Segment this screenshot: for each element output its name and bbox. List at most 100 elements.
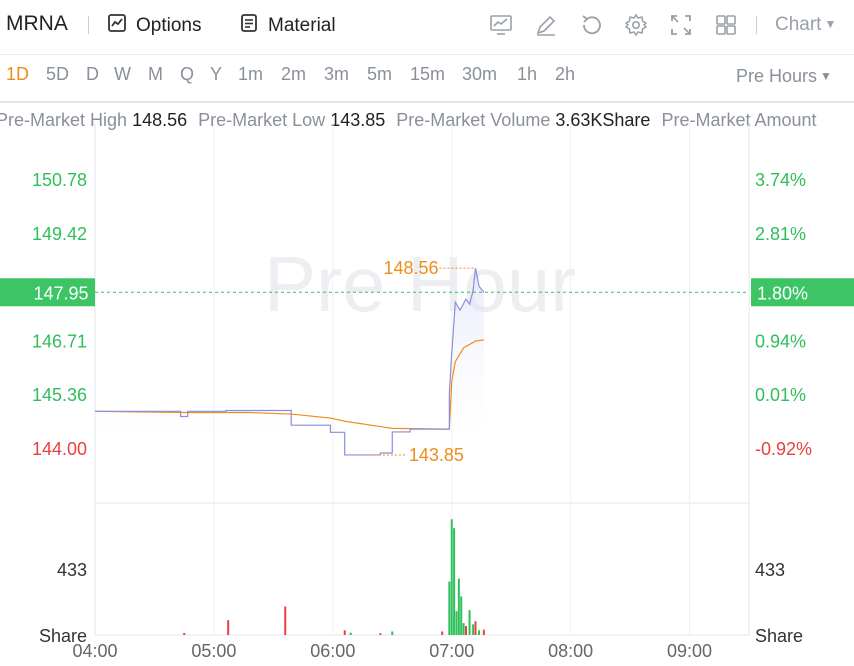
volume-bar xyxy=(227,620,230,635)
options-icon xyxy=(106,12,128,40)
price-line xyxy=(95,267,485,456)
volume-bar xyxy=(460,596,463,635)
watermark-text: Pre Hour xyxy=(264,240,576,328)
options-label: Options xyxy=(136,15,202,36)
volume-bar xyxy=(474,621,477,635)
volume-unit-left: Share xyxy=(39,626,87,646)
x-tick-label: 05:00 xyxy=(191,641,236,661)
volume-bar xyxy=(453,528,456,635)
volume-bar xyxy=(482,629,485,635)
current-price-badge xyxy=(0,278,95,307)
volume-bar xyxy=(441,631,444,635)
y-tick-left: 144.00 xyxy=(32,439,87,459)
volume-bar xyxy=(391,631,394,635)
amount-label: Pre-Market Amount xyxy=(661,110,817,130)
y-tick-right: -0.92% xyxy=(755,439,812,459)
toolbar-divider xyxy=(88,16,89,34)
volume-label: Pre-Market Volume xyxy=(396,110,551,130)
current-change-label: 1.80% xyxy=(757,283,808,303)
volume-bar xyxy=(450,519,453,635)
volume-bar xyxy=(284,606,287,635)
caret-down-icon: ▼ xyxy=(824,17,837,31)
low-label: Pre-Market Low xyxy=(198,110,326,130)
section-divider xyxy=(0,101,854,103)
volume-bar xyxy=(464,626,467,635)
session-dropdown[interactable]: Pre Hours ▼ xyxy=(736,66,832,87)
document-icon xyxy=(238,12,260,40)
volume-bar xyxy=(379,633,382,635)
volume-bar xyxy=(478,630,481,635)
layout-icon[interactable] xyxy=(713,12,739,38)
volume-bar xyxy=(455,611,458,635)
volume-value: 3.63KShare xyxy=(555,110,651,130)
y-tick-left: 146.71 xyxy=(32,331,87,351)
chart-type-label: Chart xyxy=(775,14,822,35)
volume-bar xyxy=(462,623,465,635)
x-tick-label: 09:00 xyxy=(667,641,712,661)
volume-unit-right: Share xyxy=(755,626,803,646)
y-tick-left: 145.36 xyxy=(32,385,87,405)
interval-tab-15m[interactable]: 15m xyxy=(410,64,446,84)
average-price-line xyxy=(94,339,484,430)
interval-tab-w[interactable]: W xyxy=(114,64,131,84)
x-tick-label: 08:00 xyxy=(548,641,593,661)
volume-bar xyxy=(183,632,186,635)
high-marker-label: 148.56 xyxy=(383,258,438,278)
y-tick-left: 150.78 xyxy=(32,170,87,190)
draw-icon[interactable] xyxy=(533,12,559,38)
volume-bar xyxy=(472,624,475,635)
ticker-symbol: MRNA xyxy=(6,12,68,35)
price-area xyxy=(95,268,484,455)
settings-icon[interactable] xyxy=(623,12,649,38)
interval-tab-q[interactable]: Q xyxy=(180,64,195,84)
x-tick-label: 06:00 xyxy=(310,641,355,661)
current-price-label: 147.95 xyxy=(33,283,88,303)
reset-icon[interactable] xyxy=(578,12,604,38)
volume-bar xyxy=(343,630,346,635)
volume-tick-left: 433 xyxy=(57,560,87,580)
premarket-stats: Pre-Market High 148.56 Pre-Market Low 14… xyxy=(0,110,817,131)
low-marker-label: 143.85 xyxy=(409,445,464,465)
y-tick-right: 0.01% xyxy=(755,385,806,405)
x-tick-label: 04:00 xyxy=(72,641,117,661)
interval-tab-y[interactable]: Y xyxy=(210,64,223,84)
chart-tools xyxy=(488,12,739,38)
interval-tab-m[interactable]: M xyxy=(148,64,163,84)
x-tick-label: 07:00 xyxy=(429,641,474,661)
interval-tab-5m[interactable]: 5m xyxy=(367,64,393,84)
interval-tab-d[interactable]: D xyxy=(86,64,99,84)
interval-tab-2h[interactable]: 2h xyxy=(555,64,576,84)
analysis-icon[interactable] xyxy=(488,12,514,38)
material-label: Material xyxy=(268,15,336,36)
volume-bar xyxy=(448,581,451,635)
interval-tab-2m[interactable]: 2m xyxy=(281,64,307,84)
interval-tab-1d[interactable]: 1D xyxy=(6,64,30,84)
low-value: 143.85 xyxy=(330,110,386,130)
volume-tick-right: 433 xyxy=(755,560,785,580)
material-button[interactable]: Material xyxy=(238,12,336,40)
chart-type-dropdown[interactable]: Chart ▼ xyxy=(775,14,836,36)
interval-tab-1m[interactable]: 1m xyxy=(238,64,264,84)
volume-bar xyxy=(349,632,352,635)
volume-bar xyxy=(457,578,460,635)
session-label: Pre Hours xyxy=(736,66,818,86)
volume-bar xyxy=(468,610,471,635)
fullscreen-icon[interactable] xyxy=(668,12,694,38)
chart-toolbar: MRNA Options Material Chart ▼ xyxy=(0,0,854,55)
interval-tab-5d[interactable]: 5D xyxy=(46,64,70,84)
current-change-badge xyxy=(751,278,854,307)
toolbar-divider xyxy=(756,16,757,34)
interval-tab-1h[interactable]: 1h xyxy=(517,64,538,84)
interval-tab-3m[interactable]: 3m xyxy=(324,64,350,84)
high-value: 148.56 xyxy=(132,110,188,130)
y-tick-right: 3.74% xyxy=(755,170,806,190)
y-tick-left: 149.42 xyxy=(32,224,87,244)
interval-tab-30m[interactable]: 30m xyxy=(462,64,498,84)
caret-down-icon: ▼ xyxy=(820,69,832,83)
high-label: Pre-Market High xyxy=(0,110,128,130)
y-tick-right: 2.81% xyxy=(755,224,806,244)
options-button[interactable]: Options xyxy=(106,12,201,40)
y-tick-right: 0.94% xyxy=(755,331,806,351)
interval-tabs: 1D 5D D W M Q Y 1m 2m 3m 5m 15m 30m 1h 2h xyxy=(0,64,854,92)
